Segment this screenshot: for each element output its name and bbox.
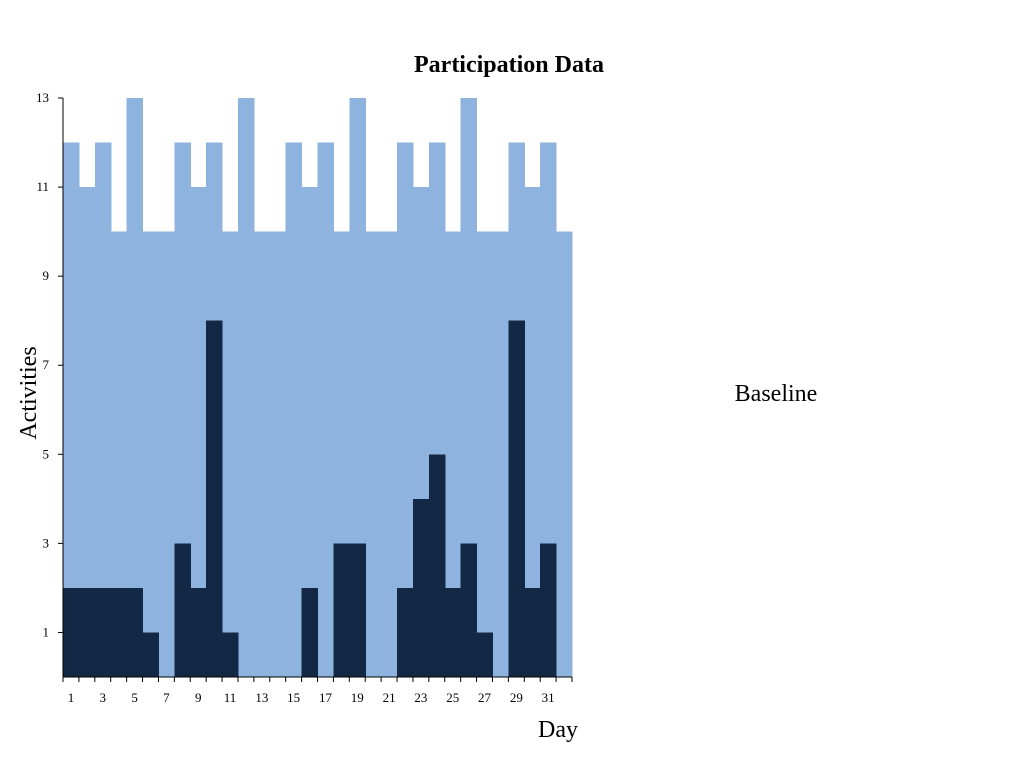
x-tick-label-17: 17	[319, 690, 333, 705]
bar-series1-day-3	[94, 142, 112, 678]
bar-series2-day-23	[412, 498, 430, 677]
x-tick-label-19: 19	[351, 690, 364, 705]
x-axis-title: Day	[538, 717, 578, 743]
y-tick-label-7: 7	[43, 357, 50, 372]
bar-series1-day-5	[126, 98, 144, 677]
bar-series1-day-4	[110, 231, 128, 677]
bar-series1-day-32	[556, 231, 573, 677]
bar-series1-day-20	[365, 231, 382, 677]
y-tick-label-9: 9	[43, 268, 50, 283]
x-tick-label-25: 25	[446, 690, 459, 705]
bar-series2-day-5	[126, 587, 144, 677]
bar-series2-day-6	[142, 632, 160, 677]
bar-series1-day-19	[349, 98, 366, 677]
bar-series2-day-3	[94, 587, 112, 677]
bar-series1-day-16	[301, 187, 319, 677]
y-tick-label-3: 3	[43, 535, 50, 550]
bar-series2-day-10	[206, 320, 223, 677]
bar-series1-day-6	[142, 231, 160, 677]
bar-series1-day-26	[460, 98, 478, 677]
x-tick-label-13: 13	[255, 690, 268, 705]
bar-series1-day-7	[158, 231, 175, 677]
bar-series1-day-15	[285, 142, 303, 678]
x-axis-ticks: 1 3 5 7 9 11 13 15 17 19 21 23 25 27 29 31	[62, 677, 573, 705]
bar-series2-day-4	[110, 587, 128, 677]
x-tick-label-29: 29	[510, 690, 523, 705]
bar-series1-day-14	[269, 231, 287, 677]
bar-series2-day-1	[63, 587, 80, 677]
bar-series1-day-27	[476, 231, 494, 677]
bar-series1-day-17	[317, 142, 335, 678]
bar-series1-day-9	[190, 187, 207, 677]
bar-series1-day-13	[253, 231, 271, 677]
bar-series2-day-8	[174, 543, 191, 677]
bar-series2-day-18	[333, 543, 350, 677]
bar-series1-day-1	[63, 142, 80, 678]
x-tick-label-3: 3	[100, 690, 107, 705]
x-tick-label-23: 23	[414, 690, 427, 705]
bar-series1-day-25	[444, 231, 462, 677]
bar-series2-day-9	[190, 587, 207, 677]
baseline-annotation: Baseline	[735, 381, 818, 407]
bar-series1-day-21	[381, 231, 398, 677]
y-axis-title: Activities	[16, 346, 42, 439]
bar-series2-day-16	[301, 587, 319, 677]
bar-series2-day-27	[476, 632, 494, 677]
bar-series1-day-22	[397, 142, 414, 678]
bar-series1-day-28	[492, 231, 509, 677]
bar-series2-day-11	[222, 632, 239, 677]
bar-series2-day-26	[460, 543, 478, 677]
bar-series1-day-12	[237, 98, 255, 677]
x-tick-label-1: 1	[68, 690, 75, 705]
bar-series2-day-22	[397, 587, 414, 677]
x-tick-label-5: 5	[131, 690, 138, 705]
bar-series2-day-25	[444, 587, 462, 677]
bar-series1-day-11	[222, 231, 239, 677]
x-tick-label-31: 31	[542, 690, 555, 705]
chart-title: Participation Data	[414, 52, 604, 78]
bar-series1-day-30	[524, 187, 541, 677]
x-tick-label-9: 9	[195, 690, 202, 705]
bar-series2-day-30	[524, 587, 541, 677]
x-tick-label-21: 21	[383, 690, 396, 705]
x-tick-label-11: 11	[224, 690, 237, 705]
x-tick-label-7: 7	[163, 690, 170, 705]
bar-series2-day-2	[78, 587, 96, 677]
y-tick-label-13: 13	[36, 90, 49, 105]
y-tick-label-5: 5	[43, 446, 50, 461]
bar-series2-day-19	[349, 543, 366, 677]
x-tick-label-27: 27	[478, 690, 492, 705]
bar-series1-day-2	[78, 187, 96, 677]
y-tick-label-1: 1	[43, 624, 50, 639]
x-tick-label-15: 15	[287, 690, 300, 705]
bar-series2-day-24	[428, 454, 446, 677]
foreground-series-bars	[63, 320, 557, 677]
bar-series2-day-31	[540, 543, 557, 677]
y-tick-label-11: 11	[36, 179, 49, 194]
bar-series2-day-29	[508, 320, 525, 677]
